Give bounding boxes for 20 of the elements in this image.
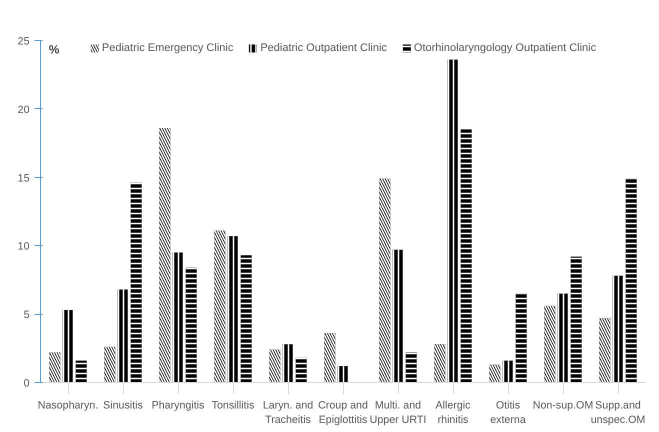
legend-label: Otorhinolaryngology Outpatient Clinic xyxy=(414,42,596,54)
x-tick-label: Croup and Epiglottitis xyxy=(318,400,368,426)
x-tick-label: Sinusitis xyxy=(103,400,143,412)
y-axis-title: % xyxy=(48,42,60,56)
legend-label: Pediatric Outpatient Clinic xyxy=(260,42,387,54)
y-tick-label: 25 xyxy=(18,36,30,48)
y-tick-label: 15 xyxy=(18,172,30,184)
legend-label: Pediatric Emergency Clinic xyxy=(102,42,234,54)
x-tick-label: Pharyngitis xyxy=(152,400,204,412)
x-tick-label: Non-sup.OM xyxy=(532,400,594,412)
y-tick-label: 20 xyxy=(18,104,30,116)
y-tick-label: 0 xyxy=(24,378,30,390)
x-tick-label: Tonsillitis xyxy=(212,400,254,412)
x-tick-label: Otitis externa xyxy=(490,400,526,426)
y-tick-label: 5 xyxy=(24,309,30,322)
x-tick-label: Multi. and Upper URTI xyxy=(370,400,426,426)
x-tick-label: Laryn. and Tracheitis xyxy=(262,400,314,426)
y-tick-label: 10 xyxy=(18,240,30,253)
x-tick-label: Nasopharyn. xyxy=(38,400,98,412)
x-tick-label: Allergic rhinitis xyxy=(436,400,472,426)
